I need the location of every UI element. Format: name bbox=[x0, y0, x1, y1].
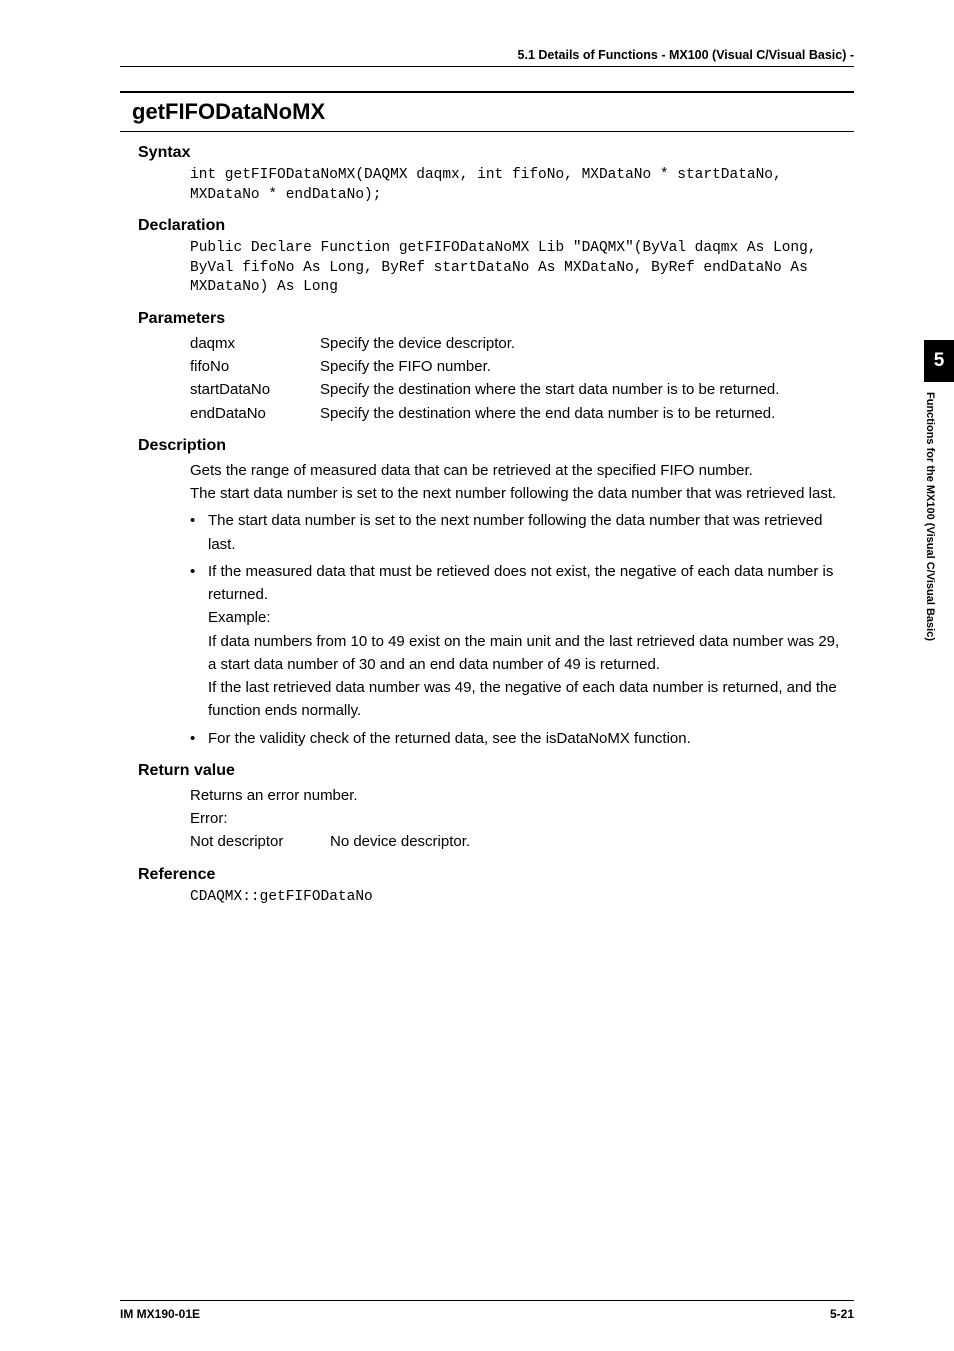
chapter-badge: 5 bbox=[924, 340, 954, 382]
syntax-heading: Syntax bbox=[138, 144, 854, 162]
param-desc: Specify the FIFO number. bbox=[320, 355, 844, 378]
param-row: startDataNo Specify the destination wher… bbox=[190, 378, 844, 401]
parameters-table: daqmx Specify the device descriptor. fif… bbox=[190, 332, 844, 425]
header-rule bbox=[120, 66, 854, 67]
description-bullet: • The start data number is set to the ne… bbox=[190, 509, 844, 556]
page-footer: IM MX190-01E 5-21 bbox=[120, 1300, 854, 1321]
function-title: getFIFODataNoMX bbox=[120, 93, 854, 131]
example-body: If data numbers from 10 to 49 exist on t… bbox=[208, 630, 844, 677]
description-bullet: • For the validity check of the returned… bbox=[190, 727, 844, 750]
syntax-code: int getFIFODataNoMX(DAQMX daqmx, int fif… bbox=[190, 166, 844, 205]
reference-heading: Reference bbox=[138, 866, 854, 884]
description-intro2: The start data number is set to the next… bbox=[190, 482, 844, 505]
example-label: Example: bbox=[208, 606, 844, 629]
side-tab-label: Functions for the MX100 (Visual C/Visual… bbox=[924, 382, 936, 732]
param-row: daqmx Specify the device descriptor. bbox=[190, 332, 844, 355]
bullet-marker-icon: • bbox=[190, 560, 208, 607]
footer-right: 5-21 bbox=[830, 1307, 854, 1321]
bullet-text: For the validity check of the returned d… bbox=[208, 727, 844, 750]
param-name: fifoNo bbox=[190, 355, 320, 378]
example-body: If the last retrieved data number was 49… bbox=[208, 676, 844, 723]
running-head: 5.1 Details of Functions - MX100 (Visual… bbox=[120, 48, 854, 62]
bullet-marker-icon: • bbox=[190, 727, 208, 750]
bullet-marker-icon: • bbox=[190, 509, 208, 556]
error-desc: No device descriptor. bbox=[330, 830, 470, 853]
bullet-text: The start data number is set to the next… bbox=[208, 509, 844, 556]
bullet-text: If the measured data that must be retiev… bbox=[208, 560, 844, 607]
return-body: Returns an error number. bbox=[190, 784, 844, 807]
error-row: Not descriptor No device descriptor. bbox=[190, 830, 854, 853]
title-rule-bottom bbox=[120, 131, 854, 132]
side-tab: 5 Functions for the MX100 (Visual C/Visu… bbox=[924, 340, 954, 732]
param-row: fifoNo Specify the FIFO number. bbox=[190, 355, 844, 378]
return-heading: Return value bbox=[138, 762, 854, 780]
param-desc: Specify the destination where the end da… bbox=[320, 402, 844, 425]
param-desc: Specify the destination where the start … bbox=[320, 378, 844, 401]
declaration-code: Public Declare Function getFIFODataNoMX … bbox=[190, 239, 844, 298]
param-name: startDataNo bbox=[190, 378, 320, 401]
declaration-heading: Declaration bbox=[138, 217, 854, 235]
param-name: endDataNo bbox=[190, 402, 320, 425]
error-label: Error: bbox=[190, 807, 844, 830]
footer-left: IM MX190-01E bbox=[120, 1307, 200, 1321]
reference-code: CDAQMX::getFIFODataNo bbox=[190, 888, 844, 908]
description-intro1: Gets the range of measured data that can… bbox=[190, 459, 844, 482]
param-name: daqmx bbox=[190, 332, 320, 355]
description-heading: Description bbox=[138, 437, 854, 455]
param-row: endDataNo Specify the destination where … bbox=[190, 402, 844, 425]
parameters-heading: Parameters bbox=[138, 310, 854, 328]
error-name: Not descriptor bbox=[190, 830, 330, 853]
param-desc: Specify the device descriptor. bbox=[320, 332, 844, 355]
description-bullet: • If the measured data that must be reti… bbox=[190, 560, 844, 607]
page: 5.1 Details of Functions - MX100 (Visual… bbox=[0, 0, 954, 1351]
